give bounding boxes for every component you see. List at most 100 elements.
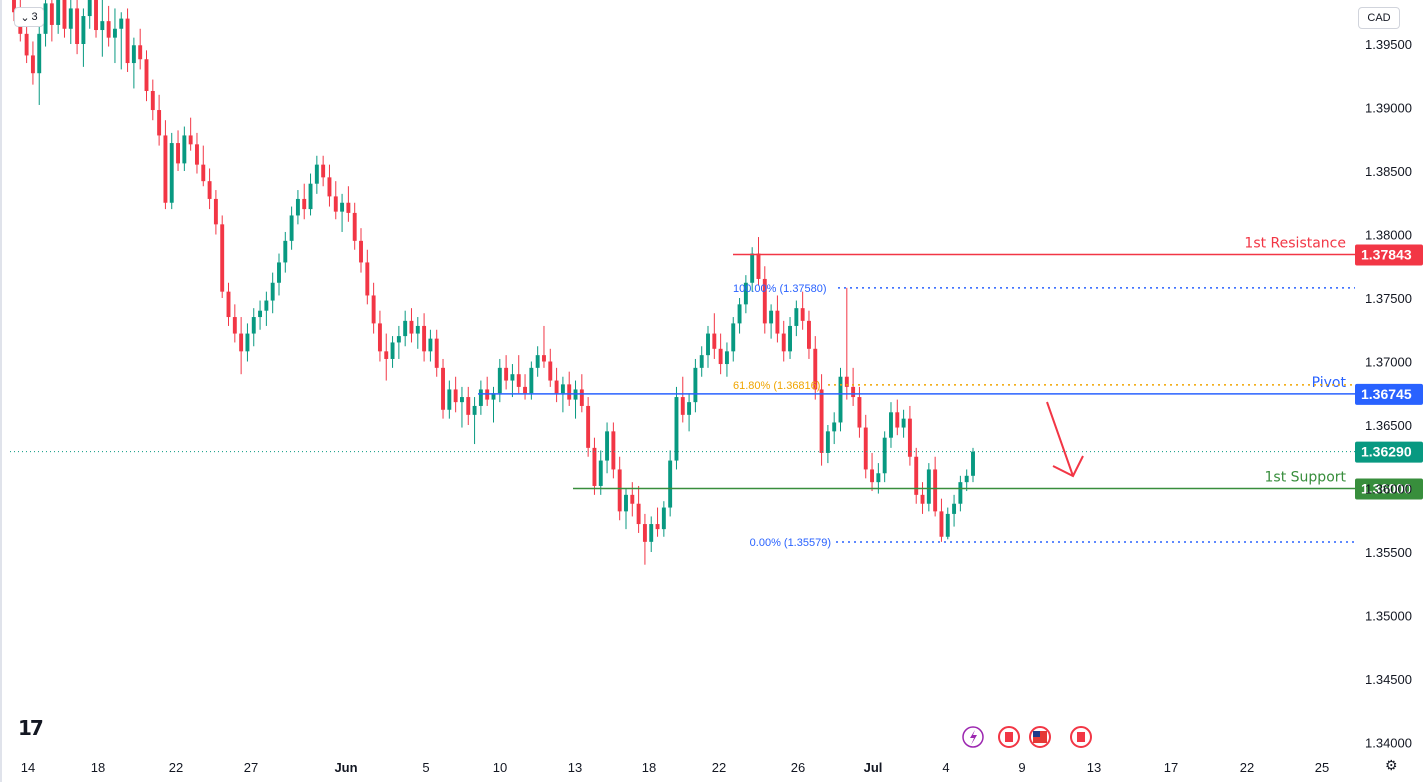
y-tick-label: 1.39000 bbox=[1365, 101, 1412, 116]
y-tick-label: 1.36500 bbox=[1365, 418, 1412, 433]
candle-body bbox=[819, 389, 824, 453]
candle-body bbox=[510, 374, 515, 381]
candle-body bbox=[807, 320, 811, 349]
candle-body bbox=[794, 308, 799, 326]
level-badge bbox=[1355, 478, 1423, 500]
interval-toggle[interactable]: ⌄ 3 bbox=[14, 7, 44, 27]
candle-body bbox=[851, 386, 856, 398]
y-tick-label: 1.34000 bbox=[1365, 736, 1412, 751]
candle-body bbox=[201, 164, 206, 182]
candle-body bbox=[674, 397, 679, 461]
candle-body bbox=[971, 451, 975, 476]
candle-body bbox=[939, 511, 944, 537]
us-flag-canton-icon bbox=[1033, 731, 1040, 737]
candle-body bbox=[687, 402, 692, 415]
candle-body bbox=[497, 367, 502, 394]
fib-level-label: 61.80% (1.36816) bbox=[733, 380, 820, 392]
price-axis[interactable]: 1.39500 1.39000 1.38500 1.38000 1.37500 1.370… bbox=[1365, 37, 1412, 751]
time-axis[interactable]: 14 18 22 27 Jun 5 10 13 18 22 26 Jul 4 9 13 17 22 25 bbox=[21, 760, 1329, 775]
candle-body bbox=[548, 361, 553, 381]
candle-body bbox=[131, 45, 136, 64]
candle-body bbox=[390, 342, 395, 359]
candle-body bbox=[529, 367, 534, 394]
fibonacci-levels: 100.00% (1.37580) 61.80% (1.36816) 0.00% (… bbox=[733, 283, 1355, 549]
candle-body bbox=[712, 333, 717, 349]
candle-body bbox=[838, 376, 843, 423]
interval-label: 3 bbox=[31, 11, 38, 23]
candle-body bbox=[466, 397, 471, 415]
x-tick-label: 10 bbox=[493, 760, 507, 775]
candle-body bbox=[169, 143, 174, 203]
candle-body bbox=[636, 503, 641, 525]
candle-body bbox=[295, 198, 300, 216]
candle-body bbox=[895, 412, 900, 428]
candle-body bbox=[958, 482, 963, 504]
candle-body bbox=[112, 28, 117, 38]
candle-body bbox=[24, 33, 29, 56]
candle-body bbox=[94, 0, 98, 31]
candle-body bbox=[567, 384, 572, 400]
candle-body bbox=[176, 143, 180, 164]
fib-level-label: 0.00% (1.35579) bbox=[750, 537, 831, 549]
candle-body bbox=[289, 215, 294, 241]
down-arrow-icon bbox=[1046, 401, 1084, 478]
candle-body bbox=[434, 338, 439, 368]
candle-body bbox=[308, 183, 313, 210]
candle-body bbox=[459, 397, 464, 403]
lightning-glyph-icon bbox=[970, 730, 977, 745]
candle-body bbox=[731, 323, 736, 352]
candle-body bbox=[49, 3, 54, 25]
candle-body bbox=[37, 33, 42, 74]
candle-body bbox=[314, 164, 319, 184]
candle-body bbox=[352, 212, 357, 241]
candle-body bbox=[422, 325, 427, 352]
candle-body bbox=[952, 503, 957, 514]
candle-body bbox=[920, 494, 925, 504]
tradingview-logo-icon[interactable]: 17 bbox=[18, 716, 44, 740]
candle-body bbox=[945, 513, 950, 537]
candle-body bbox=[523, 386, 528, 394]
candle-body bbox=[611, 431, 616, 470]
candle-body bbox=[232, 317, 237, 334]
candle-body bbox=[649, 524, 654, 542]
candle-body bbox=[226, 291, 231, 318]
chevron-down-icon: ⌄ bbox=[20, 11, 30, 24]
candle-body bbox=[579, 389, 584, 406]
candle-body bbox=[239, 333, 244, 352]
x-tick-label: 18 bbox=[91, 760, 105, 775]
candle-body bbox=[560, 384, 565, 394]
candle-body bbox=[447, 389, 452, 410]
candle-body bbox=[478, 389, 483, 406]
candle-body bbox=[592, 447, 597, 486]
candle-body bbox=[340, 202, 345, 212]
candle-body bbox=[43, 3, 48, 34]
level-label: 1st Support bbox=[1265, 470, 1347, 486]
currency-selector[interactable]: CAD bbox=[1358, 7, 1400, 29]
candle-body bbox=[371, 295, 376, 324]
candle-body bbox=[775, 310, 780, 334]
candle-body bbox=[870, 469, 875, 483]
candle-body bbox=[119, 18, 124, 29]
candle-body bbox=[182, 135, 187, 164]
current-price-badge bbox=[1355, 441, 1423, 463]
candle-body bbox=[75, 8, 80, 45]
candle-body bbox=[106, 21, 111, 38]
candle-body bbox=[277, 262, 281, 283]
chart-left-border bbox=[0, 0, 2, 782]
candle-body bbox=[245, 333, 250, 352]
candle-body bbox=[30, 55, 35, 74]
down-arrow-annotation bbox=[1046, 401, 1084, 478]
candle-body bbox=[762, 278, 767, 324]
gear-icon[interactable]: ⚙ bbox=[1385, 757, 1398, 773]
candle-body bbox=[125, 18, 130, 64]
candle-body bbox=[554, 380, 559, 394]
level-badge-text: 1.36000 bbox=[1361, 481, 1412, 497]
candle-body bbox=[188, 135, 193, 145]
x-tick-label: 14 bbox=[21, 760, 35, 775]
x-tick-label: 5 bbox=[422, 760, 429, 775]
candle-body bbox=[863, 427, 868, 470]
candle-body bbox=[321, 164, 326, 178]
candle-body bbox=[655, 524, 660, 530]
candle-body bbox=[750, 253, 755, 283]
